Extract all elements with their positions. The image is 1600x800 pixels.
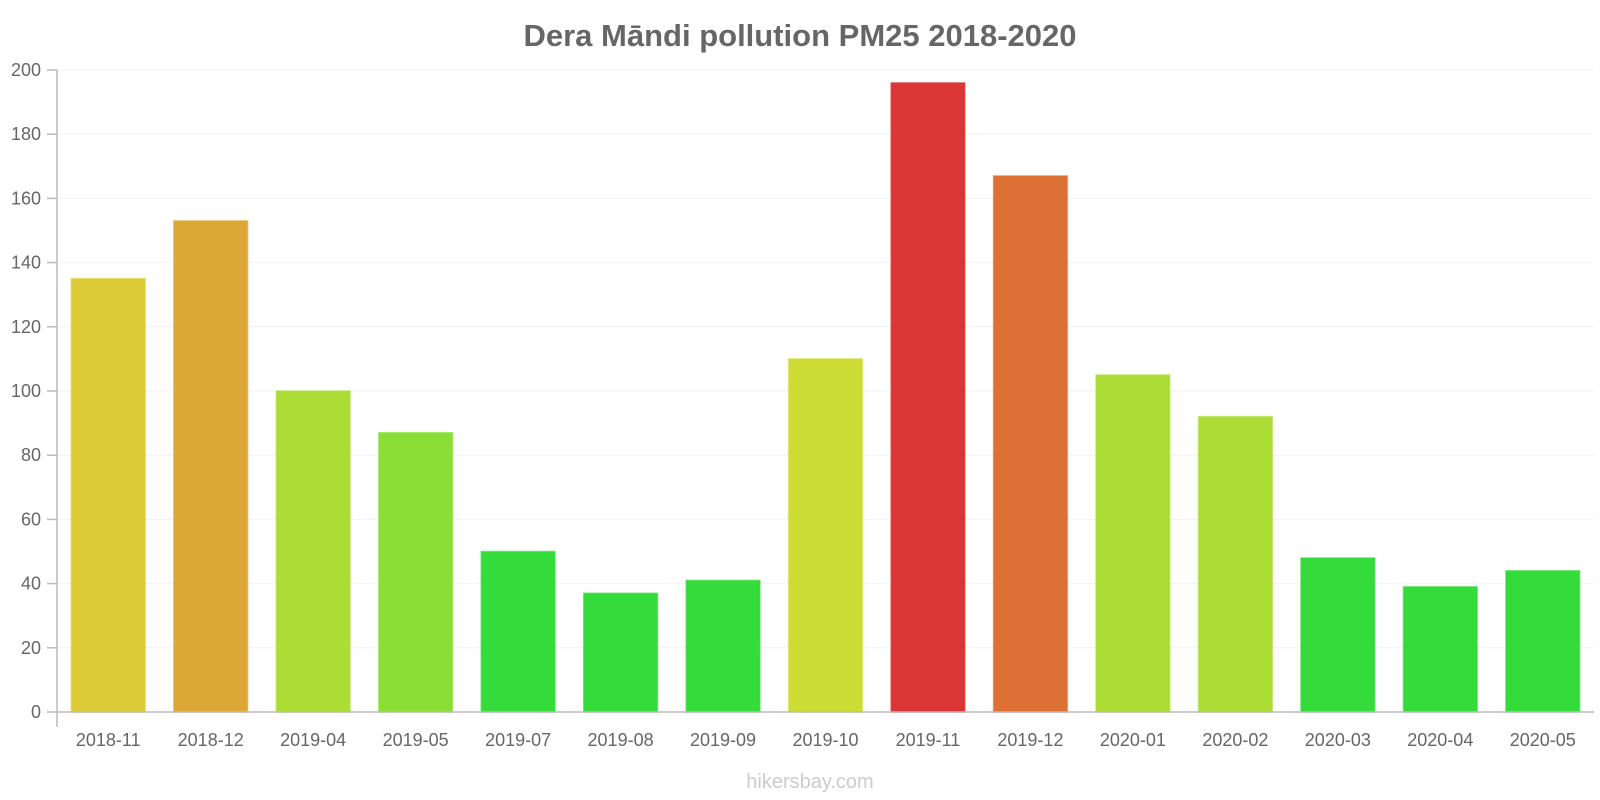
x-tick-label: 2020-04 <box>1407 730 1473 750</box>
bar-2019-09 <box>685 579 761 713</box>
bars <box>70 82 1581 713</box>
bar-2020-05 <box>1505 570 1581 713</box>
bar-2019-07 <box>480 550 556 713</box>
bar-2019-12 <box>992 175 1069 713</box>
x-tick-label: 2019-07 <box>485 730 551 750</box>
y-tick-label: 160 <box>11 188 41 208</box>
x-tick-label: 2018-11 <box>76 730 141 750</box>
x-tick-label: 2019-08 <box>588 730 654 750</box>
x-tick-label: 2018-12 <box>178 730 244 750</box>
x-tick-label: 2020-05 <box>1510 730 1576 750</box>
bar-2019-11 <box>890 82 966 713</box>
x-tick-label: 2019-12 <box>997 730 1063 750</box>
x-tick-label: 2019-10 <box>792 730 858 750</box>
bar-2020-03 <box>1300 557 1376 713</box>
bar-2020-04 <box>1402 586 1478 713</box>
bar-2018-12 <box>173 220 249 713</box>
y-tick-label: 20 <box>21 638 41 658</box>
x-tick-label: 2019-04 <box>280 730 346 750</box>
y-tick-label: 120 <box>11 317 41 337</box>
y-tick-label: 100 <box>11 381 41 401</box>
bar-2018-11 <box>70 277 146 713</box>
bar-2019-04 <box>275 390 351 713</box>
y-tick-label: 140 <box>11 253 41 273</box>
bar-2020-02 <box>1197 415 1274 713</box>
y-tick-labels: 0 20 40 60 80 100 120 140 160 180 200 <box>11 60 57 722</box>
y-tick-label: 80 <box>21 445 41 465</box>
bar-2020-01 <box>1095 374 1171 713</box>
y-tick-label: 200 <box>11 60 41 80</box>
watermark: hikersbay.com <box>746 771 873 793</box>
chart-title: Dera Māndi pollution PM25 2018-2020 <box>523 18 1076 53</box>
axes <box>56 70 1594 727</box>
x-tick-label: 2019-09 <box>690 730 756 750</box>
x-tick-label: 2020-03 <box>1305 730 1371 750</box>
x-tick-label: 2020-01 <box>1100 730 1166 750</box>
x-tick-label: 2020-02 <box>1202 730 1268 750</box>
y-tick-label: 40 <box>21 574 41 594</box>
y-tick-label: 60 <box>21 509 41 529</box>
bar-2019-10 <box>787 358 864 713</box>
x-tick-labels: 2018-11 2018-12 2019-04 2019-05 2019-07 2019-… <box>76 730 1576 750</box>
x-tick-label: 2019-11 <box>896 730 961 750</box>
x-tick-label: 2019-05 <box>383 730 449 750</box>
y-tick-label: 0 <box>31 702 41 722</box>
bar-2019-05 <box>377 431 454 713</box>
y-tick-label: 180 <box>11 124 41 144</box>
bar-2019-08 <box>582 592 659 713</box>
